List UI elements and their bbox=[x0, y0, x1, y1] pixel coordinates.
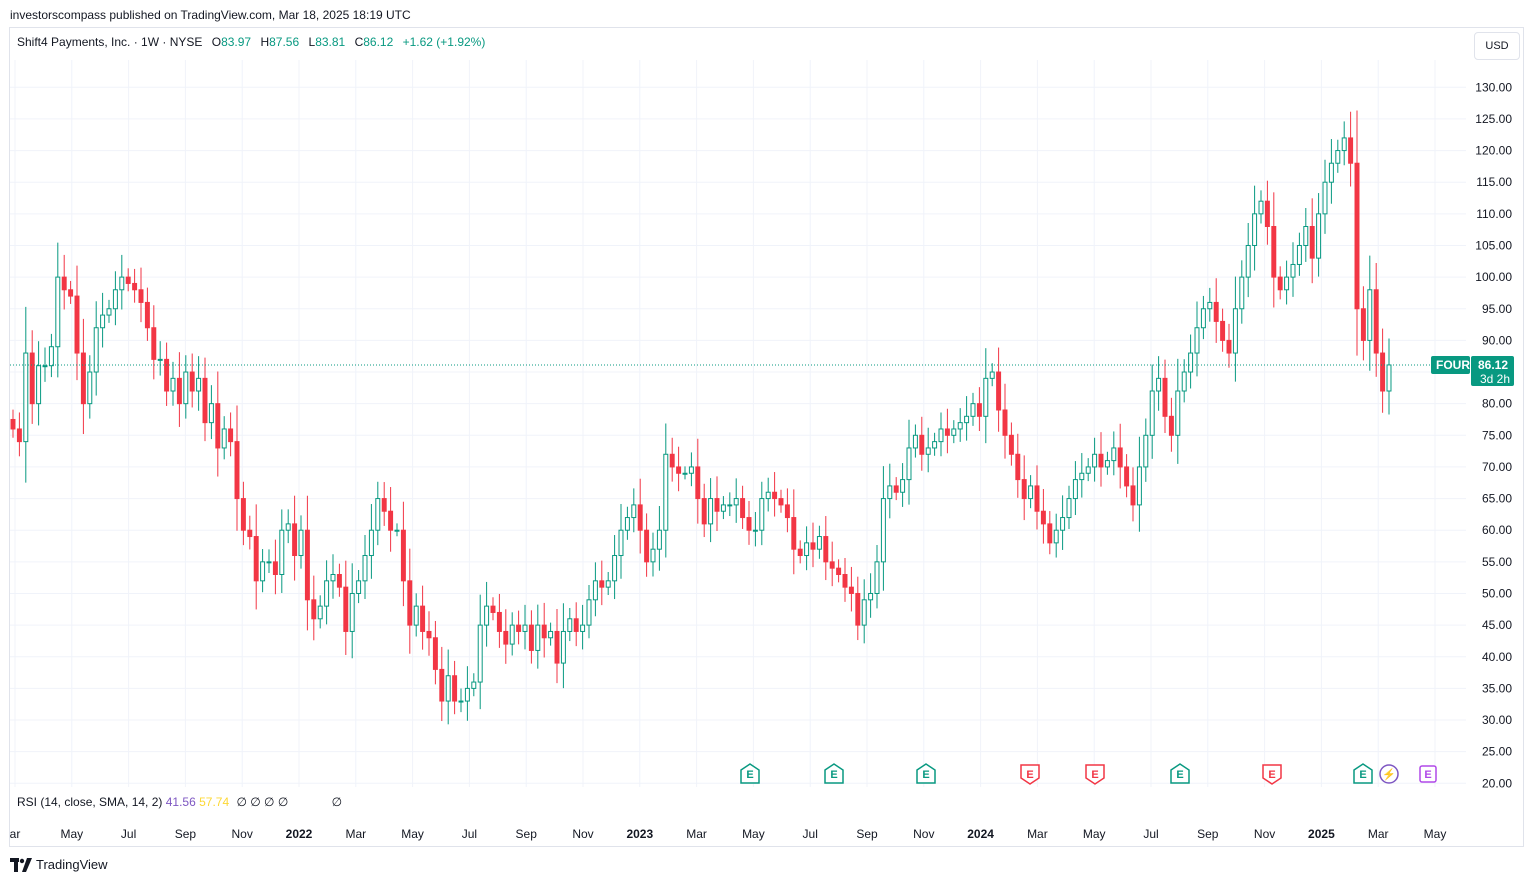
chart-frame bbox=[9, 27, 1524, 847]
symbol-title[interactable]: Shift4 Payments, Inc. · 1W · NYSE bbox=[17, 35, 203, 49]
symbol-legend: Shift4 Payments, Inc. · 1W · NYSE O83.97… bbox=[17, 35, 485, 49]
rsi-na-values: ∅ ∅ ∅ ∅ bbox=[236, 795, 289, 809]
rsi-na-value: ∅ bbox=[331, 795, 343, 809]
rsi-label: RSI (14, close, SMA, 14, 2) bbox=[17, 795, 163, 809]
tradingview-logo-icon bbox=[10, 857, 32, 872]
high-label: H bbox=[260, 35, 270, 49]
change-value: +1.62 (+1.92%) bbox=[402, 35, 486, 49]
high-value: 87.56 bbox=[269, 35, 300, 49]
currency-button[interactable]: USD bbox=[1474, 32, 1520, 60]
low-value: 83.81 bbox=[315, 35, 346, 49]
publisher-line: investorscompass published on TradingVie… bbox=[10, 8, 411, 22]
rsi-sma-value: 57.74 bbox=[199, 795, 230, 809]
close-label: C bbox=[354, 35, 364, 49]
brand-name: TradingView bbox=[36, 857, 108, 872]
brand-footer[interactable]: TradingView bbox=[10, 857, 108, 872]
open-label: O bbox=[211, 35, 222, 49]
rsi-legend[interactable]: RSI (14, close, SMA, 14, 2) 41.56 57.74 … bbox=[17, 795, 342, 809]
close-value: 86.12 bbox=[363, 35, 394, 49]
open-value: 83.97 bbox=[221, 35, 252, 49]
low-label: L bbox=[308, 35, 316, 49]
rsi-value: 41.56 bbox=[165, 795, 196, 809]
